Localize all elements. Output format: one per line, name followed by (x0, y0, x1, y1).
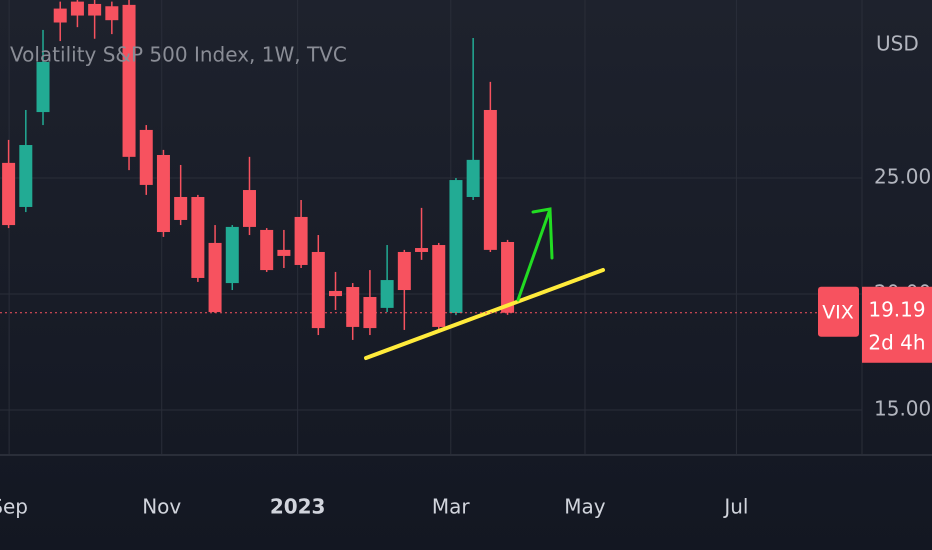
candle-body (397, 251, 411, 291)
candle-body (139, 129, 153, 185)
arrow (516, 207, 554, 302)
symbol-box (818, 286, 859, 337)
candles (2, 0, 515, 340)
candle-body (311, 251, 325, 329)
x-tick-label: Mar (432, 495, 471, 519)
candle-body (208, 242, 222, 313)
candle-body (363, 296, 377, 329)
candle-body (483, 109, 497, 250)
candle-body (225, 226, 239, 284)
candle-body (294, 216, 308, 265)
candle-body (329, 290, 343, 297)
candle-body (19, 145, 33, 207)
trend-line (364, 268, 605, 360)
x-tick-label: Sep (0, 495, 28, 519)
candle-body (53, 8, 67, 23)
price-labels: VIX 19.19 2d 4h (0, 286, 932, 363)
x-tick-label: May (564, 495, 606, 519)
candle-body (242, 190, 256, 227)
chart-title: Volatility S&P 500 Index, 1W, TVC (10, 43, 347, 67)
last-price-label: 19.19 (868, 297, 925, 321)
candle-body (277, 249, 291, 256)
candle-body (70, 1, 84, 16)
candle-body (156, 154, 170, 233)
y-tick-label: 15.00 (874, 396, 931, 420)
candle-body (191, 196, 205, 278)
candle-body (260, 229, 274, 271)
candle-body (466, 159, 480, 197)
candle-body (449, 180, 463, 314)
candle-body (380, 280, 394, 308)
candle-body (501, 242, 515, 313)
candle-body (122, 4, 136, 157)
countdown-label: 2d 4h (868, 330, 925, 354)
candle-body (2, 162, 16, 226)
x-tick-label: Nov (142, 495, 181, 519)
candle-body (36, 61, 50, 113)
candle-body (174, 196, 188, 220)
candle-body (88, 3, 102, 16)
x-tick-label: 2023 (270, 495, 326, 519)
y-tick-label: 25.00 (874, 164, 931, 188)
x-tick-label: Jul (722, 495, 748, 519)
candle-body (346, 287, 360, 327)
candle-body (105, 6, 119, 21)
candle-body (432, 245, 446, 327)
candle-body (415, 248, 429, 252)
symbol-label: VIX (822, 301, 854, 323)
y-axis-unit: USD (876, 32, 919, 56)
price-box (862, 286, 932, 363)
